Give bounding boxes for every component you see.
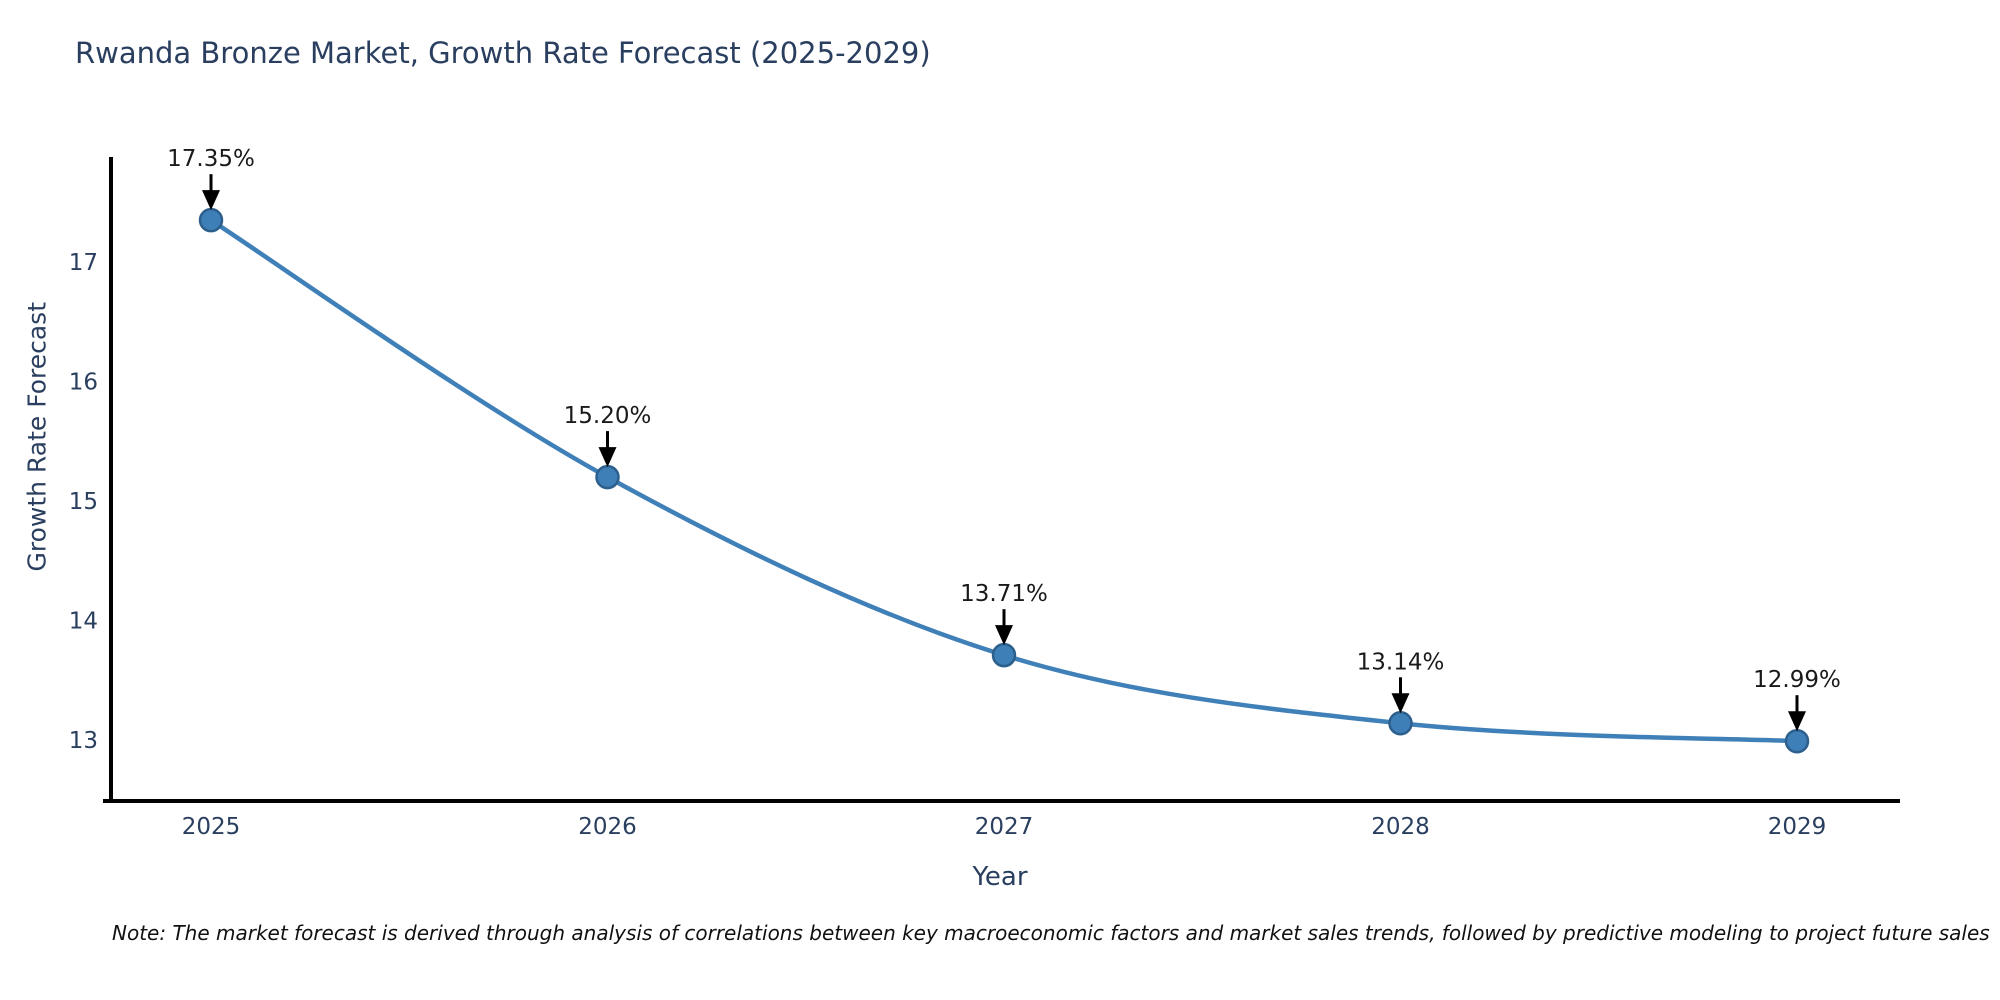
- point-annotation: 12.99%: [1753, 667, 1841, 693]
- y-tick-label: 17: [69, 250, 98, 276]
- x-axis-title: Year: [972, 862, 1028, 892]
- x-tick-label: 2028: [1371, 814, 1430, 840]
- y-tick-label: 16: [69, 370, 98, 396]
- y-tick-label: 13: [69, 728, 98, 754]
- data-point-2025[interactable]: [198, 207, 224, 233]
- point-annotation: 15.20%: [564, 403, 652, 429]
- annotation-arrow-head: [598, 447, 617, 468]
- annotation-arrow-head: [1788, 711, 1806, 732]
- point-annotation: 13.71%: [960, 581, 1048, 607]
- data-point-2027[interactable]: [991, 642, 1017, 668]
- x-tick-label: 2027: [975, 814, 1034, 840]
- annotation-arrow-head: [995, 625, 1013, 646]
- annotation-arrow-head: [202, 190, 220, 211]
- chart-title: Rwanda Bronze Market, Growth Rate Foreca…: [75, 36, 931, 70]
- data-point-2026[interactable]: [595, 464, 620, 490]
- point-annotation: 17.35%: [167, 146, 255, 172]
- annotation-arrow-head: [1391, 693, 1410, 714]
- data-point-2029[interactable]: [1784, 728, 1810, 754]
- x-tick-label: 2026: [578, 814, 637, 840]
- footnote: Note: The market forecast is derived thr…: [112, 921, 1990, 945]
- point-annotation: 13.14%: [1357, 649, 1445, 675]
- y-tick-label: 14: [69, 609, 98, 635]
- x-tick-label: 2025: [182, 814, 241, 840]
- data-point-2028[interactable]: [1388, 711, 1413, 736]
- y-tick-label: 15: [69, 489, 98, 515]
- x-tick-label: 2029: [1768, 814, 1827, 840]
